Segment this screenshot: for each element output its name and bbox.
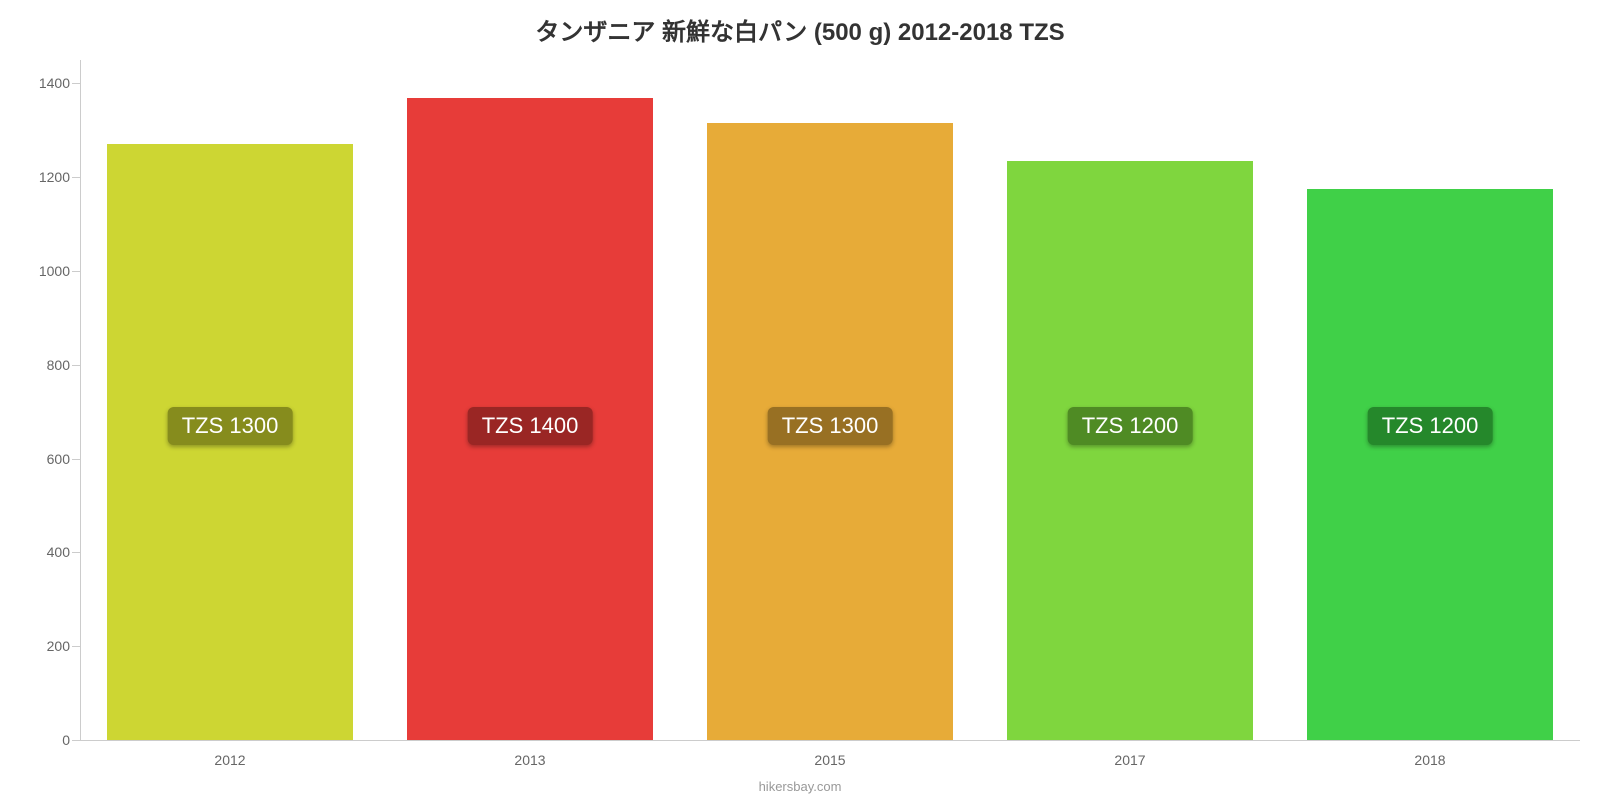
bar	[1307, 189, 1553, 740]
y-tick-label: 400	[10, 544, 70, 560]
x-axis-line	[80, 740, 1580, 741]
chart-title: タンザニア 新鮮な白パン (500 g) 2012-2018 TZS	[0, 0, 1600, 47]
x-tick-label: 2013	[514, 752, 545, 768]
y-tick-mark	[72, 365, 80, 366]
y-tick-mark	[72, 646, 80, 647]
y-tick-mark	[72, 552, 80, 553]
bar-value-label: TZS 1300	[768, 407, 893, 445]
y-tick-label: 1400	[10, 75, 70, 91]
y-tick-mark	[72, 177, 80, 178]
y-tick-mark	[72, 83, 80, 84]
y-tick-mark	[72, 740, 80, 741]
y-tick-label: 600	[10, 451, 70, 467]
bar-value-label: TZS 1400	[468, 407, 593, 445]
x-tick-label: 2017	[1114, 752, 1145, 768]
chart-plot-area: 0200400600800100012001400 20122013201520…	[80, 60, 1580, 740]
chart-footer: hikersbay.com	[0, 779, 1600, 794]
x-tick-label: 2015	[814, 752, 845, 768]
y-tick-label: 1000	[10, 263, 70, 279]
bar-value-label: TZS 1300	[168, 407, 293, 445]
bar-value-label: TZS 1200	[1368, 407, 1493, 445]
y-tick-label: 0	[10, 732, 70, 748]
y-tick-mark	[72, 271, 80, 272]
bar-value-label: TZS 1200	[1068, 407, 1193, 445]
y-tick-label: 800	[10, 357, 70, 373]
y-tick-mark	[72, 459, 80, 460]
y-tick-label: 200	[10, 638, 70, 654]
bar	[1007, 161, 1253, 740]
y-axis-line	[80, 60, 81, 740]
y-tick-label: 1200	[10, 169, 70, 185]
x-tick-label: 2018	[1414, 752, 1445, 768]
x-tick-label: 2012	[214, 752, 245, 768]
